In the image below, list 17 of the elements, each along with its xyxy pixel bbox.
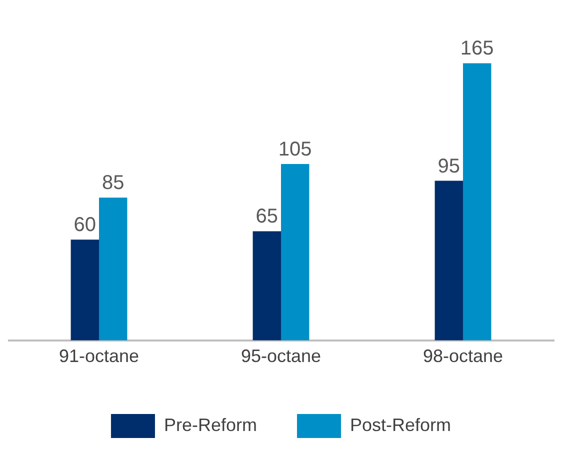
bar (70, 240, 99, 340)
bar (463, 63, 492, 340)
data-label: 165 (460, 38, 494, 60)
data-label: 95 (438, 155, 460, 178)
bar (252, 231, 281, 340)
bar (434, 180, 463, 340)
data-label: 65 (256, 206, 278, 228)
bar (281, 164, 310, 340)
legend-label: Pre-Reform (164, 414, 257, 435)
bar (99, 198, 128, 340)
x-tick-label: 95-octane (240, 346, 322, 366)
x-tick-label: 91-octane (58, 346, 140, 366)
data-label: 60 (74, 214, 96, 236)
data-label: 105 (278, 138, 312, 161)
x-tick-label: 98-octane (422, 346, 504, 366)
legend-label: Post-Reform (350, 414, 452, 435)
data-label: 85 (102, 172, 124, 194)
